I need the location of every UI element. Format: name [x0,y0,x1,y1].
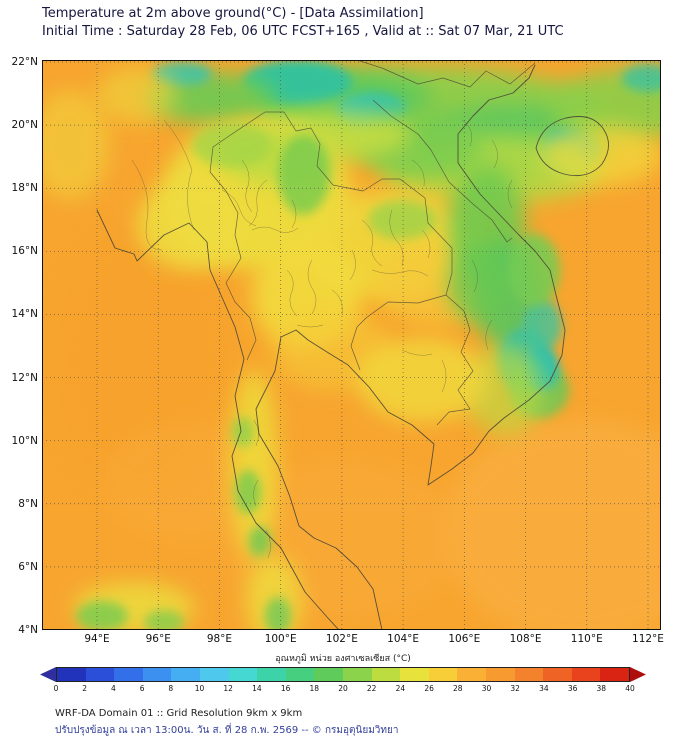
colorbar-tick-label: 10 [194,684,205,693]
x-tick-label: 102°E [325,633,358,645]
gulf-and-vietnam-coastline [255,64,566,630]
colorbar-segment [485,668,515,681]
laos-vietnam-border [372,99,513,243]
colorbar-tick-label: 38 [596,684,607,693]
colorbar-scale [56,667,630,682]
y-tick-label: 12°N [11,371,38,384]
plot-frame [42,60,661,630]
colorbar-segment [171,668,200,681]
page-title: Temperature at 2m above ground(°C) - [Da… [42,6,424,21]
y-tick-label: 10°N [11,434,38,447]
colorbar-segment [428,668,458,681]
colorbar-title: อุณหภูมิ หน่วย องศาเซลเซียส (°C) [275,654,411,664]
colorbar-tick-label: 40 [625,684,635,693]
colorbar-tick-label: 8 [168,684,174,693]
x-tick-label: 110°E [570,633,603,645]
province-boundaries [131,119,513,559]
colorbar-tick-label: 0 [53,684,59,693]
colorbar-tick-label: 18 [309,684,320,693]
colorbar-segment [400,668,429,681]
x-tick-label: 112°E [632,633,664,645]
x-tick-label: 98°E [206,633,233,645]
colorbar-tick-label: 20 [338,684,348,693]
colorbar-segment [543,668,572,681]
colorbar-segment [371,668,401,681]
y-tick-label: 18°N [11,182,38,195]
x-tick-label: 96°E [145,633,171,645]
colorbar-segment [457,668,486,681]
y-tick-label: 4°N [18,623,38,636]
colorbar-segment [114,668,143,681]
colorbar-overflow-arrow [630,667,646,682]
colorbar-segment [342,668,372,681]
colorbar-tick-label: 36 [567,684,578,693]
colorbar-segment [285,668,315,681]
colorbar-tick-label: 26 [424,684,434,693]
colorbar-segment [142,668,172,681]
x-tick-label: 104°E [387,633,420,645]
colorbar-tick-label: 34 [539,684,549,693]
colorbar-segment [85,668,115,681]
y-tick-label: 16°N [11,245,38,258]
colorbar-segment [314,668,343,681]
temperature-map [42,60,661,630]
model-info-text: WRF-DA Domain 01 :: Grid Resolution 9km … [55,708,303,719]
x-tick-label: 94°E [84,633,110,645]
colorbar-segment [571,668,601,681]
colorbar-tick-label: 32 [510,684,520,693]
map-canvas [42,60,661,630]
coastlines-and-borders [96,60,609,630]
colorbar-tick-label: 24 [395,684,406,693]
x-tick-label: 108°E [509,633,542,645]
west-coastline [96,209,340,630]
colorbar-underflow-arrow [40,667,56,682]
y-tick-label: 14°N [11,308,38,321]
colorbar-segment [228,668,258,681]
x-tick-label: 100°E [264,633,297,645]
colorbar-tick-label: 4 [111,684,116,693]
colorbar [40,667,646,682]
myanmar-thailand-border [209,111,284,361]
x-tick-label: 106°E [448,633,481,645]
y-tick-label: 6°N [18,560,38,573]
colorbar-tick-label: 14 [252,684,262,693]
colorbar-tick-label: 22 [366,684,377,693]
update-copyright-text: ปรับปรุงข้อมูล ณ เวลา 13:00น. วัน ส. ที่… [55,725,399,736]
colorbar-segment [57,668,86,681]
colorbar-segment [257,668,286,681]
cambodia-vietnam-border [436,294,474,426]
colorbar-segment [600,668,629,681]
hainan-island-outline [535,116,609,177]
thailand-cambodia-border [350,294,447,371]
temperature-field [42,60,661,630]
colorbar-segment [199,668,229,681]
colorbar-tick-label: 16 [280,684,291,693]
colorbar-ticks: 0 2 4 6 8 10 12 14 16 18 20 22 24 26 28 30 32 34 36 38 40 [53,684,635,694]
y-tick-label: 8°N [18,497,38,510]
colorbar-segment [514,668,544,681]
y-tick-label: 22°N [11,56,38,68]
colorbar-tick-label: 2 [82,684,88,693]
thailand-laos-border [283,111,453,296]
page-subtitle: Initial Time : Saturday 28 Feb, 06 UTC F… [42,24,564,39]
colorbar-tick-label: 6 [139,684,145,693]
colorbar-tick-label: 30 [481,684,492,693]
colorbar-tick-label: 28 [453,684,463,693]
china-border [356,60,536,88]
map-grid [42,60,661,630]
y-tick-label: 20°N [11,119,38,132]
colorbar-tick-label: 12 [223,684,233,693]
